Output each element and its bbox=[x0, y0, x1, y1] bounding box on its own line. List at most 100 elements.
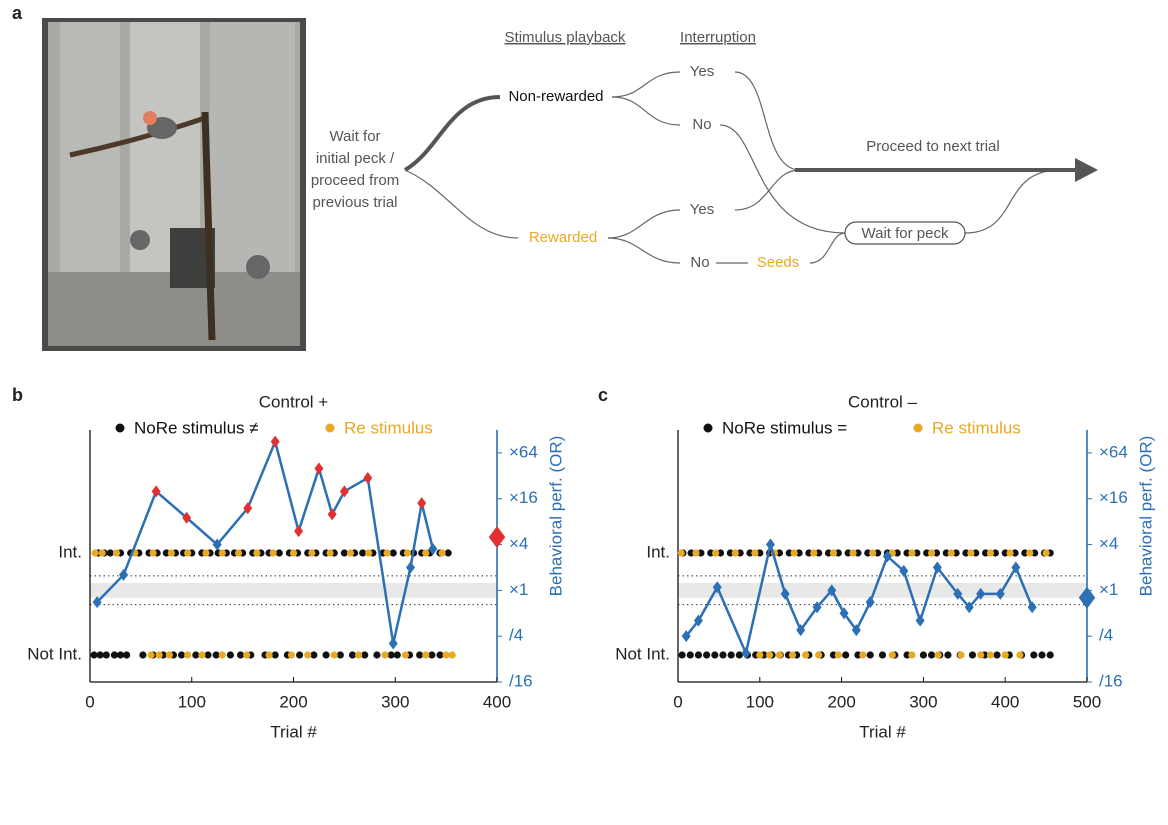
trial-dot bbox=[444, 549, 452, 557]
trial-dot bbox=[218, 549, 226, 557]
trial-dot bbox=[359, 549, 367, 557]
or-point bbox=[363, 471, 373, 484]
trial-dot bbox=[968, 651, 977, 659]
trial-dot bbox=[387, 651, 395, 659]
trial-dot bbox=[271, 651, 279, 659]
trial-dot bbox=[155, 651, 163, 659]
legend-swatch bbox=[913, 423, 923, 433]
trial-dot bbox=[265, 651, 273, 659]
or-point bbox=[899, 564, 909, 577]
or-point bbox=[827, 584, 837, 597]
trial-dot bbox=[711, 651, 719, 659]
or-point bbox=[765, 538, 775, 551]
chance-band bbox=[90, 582, 497, 598]
chart-title: Control – bbox=[848, 392, 918, 411]
trial-dot bbox=[1038, 651, 1046, 659]
flow-diagram: Stimulus playback Interruption Wait for … bbox=[311, 29, 1098, 271]
trial-dot bbox=[834, 651, 842, 659]
trial-dot bbox=[775, 651, 784, 659]
trial-dot bbox=[112, 549, 121, 557]
trial-dot bbox=[336, 651, 344, 659]
or-point bbox=[851, 624, 861, 637]
overall-point bbox=[1078, 586, 1096, 609]
start-text: previous trial bbox=[312, 194, 397, 211]
trial-dot bbox=[927, 549, 936, 557]
or-point bbox=[314, 462, 324, 475]
trial-dot bbox=[269, 549, 277, 557]
trial-dot bbox=[147, 651, 155, 659]
or-point bbox=[693, 614, 703, 627]
or-point bbox=[1027, 601, 1037, 614]
node: Wait for peck bbox=[862, 225, 949, 242]
x-tick-label: 300 bbox=[909, 692, 937, 711]
trial-dot bbox=[340, 549, 348, 557]
trial-dot bbox=[703, 651, 711, 659]
node: Proceed to next trial bbox=[866, 138, 999, 155]
y2-tick-label: ×16 bbox=[509, 488, 538, 507]
or-point bbox=[953, 587, 963, 600]
trial-dot bbox=[226, 651, 235, 659]
or-point bbox=[741, 647, 751, 660]
trial-dot bbox=[751, 549, 759, 557]
trial-dot bbox=[934, 651, 942, 659]
trial-dot bbox=[403, 549, 412, 557]
or-point bbox=[212, 538, 222, 551]
trial-dot bbox=[1042, 549, 1050, 557]
chart-title: Control + bbox=[259, 392, 329, 411]
or-point bbox=[712, 581, 722, 594]
panel-label: b bbox=[12, 385, 23, 405]
y2-tick-label: /16 bbox=[509, 671, 533, 690]
header: Interruption bbox=[680, 29, 756, 46]
or-point bbox=[339, 485, 349, 498]
or-point bbox=[681, 630, 691, 643]
trial-dot bbox=[110, 651, 119, 659]
trial-dot bbox=[829, 549, 838, 557]
trial-dot bbox=[802, 651, 810, 659]
panel-label: c bbox=[598, 385, 608, 405]
trial-dot bbox=[986, 651, 995, 659]
trial-dot bbox=[993, 651, 1001, 659]
trial-dot bbox=[116, 651, 125, 659]
trial-dot bbox=[393, 651, 401, 659]
trial-dot bbox=[712, 549, 720, 557]
x-tick-label: 200 bbox=[279, 692, 307, 711]
trial-dot bbox=[304, 651, 312, 659]
panel-label: a bbox=[12, 3, 23, 23]
x-tick-label: 400 bbox=[483, 692, 511, 711]
or-point bbox=[796, 624, 806, 637]
or-point bbox=[865, 596, 875, 609]
trial-dot bbox=[123, 651, 131, 659]
node: Rewarded bbox=[529, 229, 597, 246]
trial-dot bbox=[957, 651, 965, 659]
legend-label: NoRe stimulus = bbox=[722, 418, 847, 437]
trial-dot bbox=[878, 651, 887, 659]
trial-dot bbox=[167, 549, 175, 557]
trial-dot bbox=[389, 549, 397, 557]
trial-dot bbox=[908, 651, 916, 659]
trial-dot bbox=[106, 549, 114, 557]
start-text: proceed from bbox=[311, 172, 399, 189]
or-point bbox=[406, 561, 416, 574]
node: No bbox=[690, 254, 709, 271]
or-point bbox=[964, 601, 974, 614]
y2-tick-label: ×4 bbox=[509, 534, 528, 553]
trial-dot bbox=[383, 549, 391, 557]
trial-dot bbox=[361, 651, 369, 659]
node: Yes bbox=[690, 201, 714, 218]
node: No bbox=[692, 116, 711, 133]
or-point bbox=[243, 502, 253, 515]
or-point bbox=[812, 601, 822, 614]
y2-tick-label: /4 bbox=[509, 626, 523, 645]
trial-dot bbox=[416, 651, 424, 659]
y2-tick-label: ×4 bbox=[1099, 534, 1118, 553]
x-tick-label: 0 bbox=[673, 692, 682, 711]
trial-dot bbox=[365, 549, 373, 557]
trial-dot bbox=[322, 651, 330, 659]
trial-dot bbox=[218, 651, 226, 659]
trial-dot bbox=[346, 549, 355, 557]
legend-label: Re stimulus bbox=[932, 418, 1021, 437]
trial-dot bbox=[436, 651, 444, 659]
x-axis-label: Trial # bbox=[859, 722, 906, 741]
or-point bbox=[388, 637, 398, 650]
trial-dot bbox=[373, 651, 381, 659]
